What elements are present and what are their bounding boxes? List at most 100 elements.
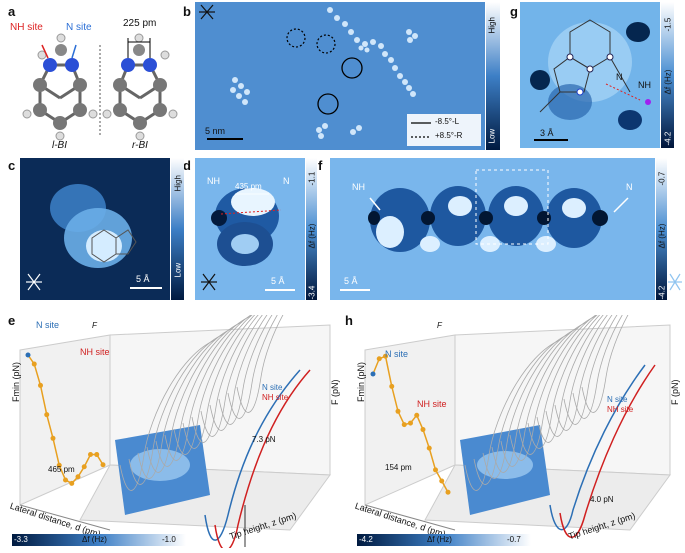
afm-image-g-features [520, 2, 660, 148]
colorbar-e-mid: Δf (Hz) [82, 535, 107, 544]
force-curve [119, 339, 216, 491]
fmin-point [433, 467, 438, 473]
fmin-point [25, 352, 31, 358]
fmin-point [383, 353, 388, 359]
fmin-point [50, 435, 56, 441]
g-nh-label: NH [638, 80, 651, 90]
scale-bar-d: 5 Å [271, 276, 285, 286]
force-curve [182, 297, 279, 449]
stm-image-c-features [20, 158, 170, 300]
chart-h-svg [364, 261, 678, 538]
afm-image-d: NH N 435 pm 5 Å [195, 158, 305, 300]
force-curve [173, 303, 270, 455]
panel-label-h: h [345, 313, 353, 328]
colorbar-b [486, 2, 500, 150]
h-legend-nh: NH site [607, 405, 634, 414]
fmin-point [100, 462, 106, 468]
colorbar-c [171, 158, 184, 300]
h-distance-label: 154 pm [385, 463, 412, 472]
r-bi-label: r-BI [132, 140, 148, 151]
chart-h: Fmin (pN) F (pN) Lateral distance, d (pm… [345, 261, 685, 548]
stm-image-c: 5 Å [20, 158, 170, 300]
colorbar-c-high: High [173, 175, 183, 192]
legend-dashed: +8.5°-R [435, 131, 463, 140]
force-curve [128, 333, 225, 485]
fmin-point [401, 422, 407, 428]
h-legend-n: N site [607, 395, 628, 404]
panel-label-a: a [8, 4, 16, 19]
r-bi-model [102, 33, 178, 141]
colorbar-e-left: -3.3 [14, 535, 28, 544]
colorbar-h-right: -0.7 [507, 535, 521, 544]
nh-site-label: NH site [10, 22, 43, 33]
afm-image-f: NH N 5 Å [330, 158, 655, 300]
force-curve [164, 309, 261, 461]
panel-a-molecules: NH site N site 225 pm l-BI r-BI [10, 10, 180, 151]
colorbar-b-high: High [487, 17, 497, 34]
colorbar-b-low: Low [487, 128, 497, 144]
distance-label: 225 pm [123, 18, 157, 29]
fmin-point [414, 412, 420, 418]
g-n-label: N [616, 72, 623, 82]
scale-bar-g: 3 Å [540, 128, 554, 138]
fmin-point [439, 478, 445, 484]
colorbar-d [306, 158, 317, 300]
colorbar-f-label: Δf (Hz) [657, 223, 667, 249]
afm-image-f-features [330, 158, 655, 300]
force-curve [473, 333, 570, 485]
colorbar-f-top: -0.7 [657, 171, 667, 186]
h-f-axis: F [437, 321, 442, 330]
h-ylabel-right: F (pN) [670, 379, 680, 406]
colorbar-g-bottom: -4.2 [663, 131, 673, 146]
colorbar-g-label: Δf (Hz) [663, 69, 673, 95]
panel-label-e: e [8, 313, 16, 328]
fmin-point [44, 412, 50, 418]
chart-e-svg [19, 261, 333, 551]
fmin-point [420, 427, 426, 433]
fmin-point [31, 361, 37, 367]
fmin-point [69, 480, 75, 486]
fmin-point [426, 445, 432, 451]
fmin-point [445, 489, 451, 495]
n-site-curve-e [204, 369, 301, 541]
h-nh-site-label: NH site [417, 399, 447, 409]
n-site-curve-h [549, 364, 646, 531]
fmin-point [94, 452, 100, 458]
l-bi-label: l-BI [52, 140, 67, 151]
colorbar-d-label: Δf (Hz) [307, 223, 317, 249]
e-f-axis: F [92, 321, 97, 330]
force-curve [509, 309, 606, 461]
colorbar-g [661, 2, 674, 148]
e-force-label: 7.3 pN [252, 435, 276, 444]
nh-site-curve-h [559, 364, 656, 538]
scale-bar-f: 5 Å [344, 276, 358, 286]
stm-overview-features [195, 2, 485, 150]
f-n-label: N [626, 182, 633, 192]
force-curve [155, 315, 252, 467]
panel-label-g: g [510, 4, 518, 19]
colorbar-d-bottom: -3.4 [307, 285, 317, 300]
afm-image-d-features [195, 158, 305, 300]
fmin-point [38, 382, 43, 388]
d-n-label: N [283, 176, 290, 186]
fmin-point [376, 356, 382, 362]
benzimidazole-models [22, 33, 178, 141]
fmin-point [75, 474, 81, 480]
colorbar-e-right: -1.0 [162, 535, 176, 544]
force-curve [527, 297, 624, 449]
force-curve [464, 339, 561, 491]
lattice-direction-icon [199, 4, 215, 20]
colorbar-h-mid: Δf (Hz) [427, 535, 452, 544]
fmin-points-h [370, 353, 451, 495]
colorbar-g-top: -1.5 [663, 17, 673, 32]
colorbar-c-low: Low [173, 262, 183, 278]
d-distance-label: 435 pm [235, 182, 262, 191]
e-legend-nh: NH site [262, 393, 289, 402]
fmin-point [88, 451, 93, 457]
colorbar-d-top: -1.1 [307, 171, 317, 186]
colorbar-e [12, 534, 186, 546]
fmin-point [56, 462, 62, 468]
panel-label-b: b [183, 4, 191, 19]
lattice-direction-icon-f [668, 273, 682, 291]
force-curve [137, 327, 234, 479]
